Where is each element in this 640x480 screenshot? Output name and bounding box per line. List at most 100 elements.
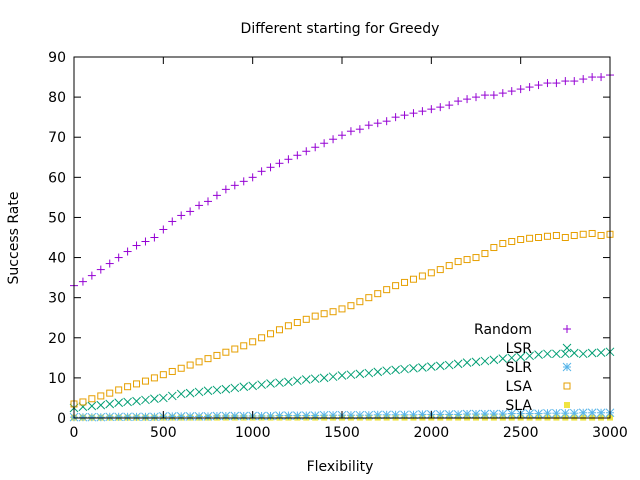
y-tick-label: 0 bbox=[57, 411, 66, 427]
legend-label-slr: SLR bbox=[506, 360, 533, 376]
data-point bbox=[176, 412, 186, 421]
data-point bbox=[185, 412, 195, 421]
data-point bbox=[267, 330, 275, 338]
data-point bbox=[409, 363, 418, 373]
data-point bbox=[230, 411, 240, 421]
data-point bbox=[150, 394, 159, 404]
data-point bbox=[311, 312, 319, 320]
data-point bbox=[124, 383, 132, 391]
data-point bbox=[106, 389, 114, 397]
data-point bbox=[570, 231, 578, 239]
data-point bbox=[445, 101, 454, 110]
data-point bbox=[292, 376, 302, 386]
data-point bbox=[569, 348, 579, 358]
data-point bbox=[526, 234, 534, 242]
data-point bbox=[355, 369, 365, 379]
data-point bbox=[507, 353, 517, 363]
data-point bbox=[141, 412, 150, 422]
data-point bbox=[105, 399, 115, 409]
data-point bbox=[346, 127, 355, 136]
data-point bbox=[498, 354, 508, 363]
data-point bbox=[133, 380, 141, 388]
data-point bbox=[490, 244, 498, 252]
data-point bbox=[409, 410, 418, 420]
data-point bbox=[310, 374, 320, 384]
data-point bbox=[453, 410, 463, 419]
data-point bbox=[409, 275, 417, 283]
data-point bbox=[212, 411, 222, 421]
data-point bbox=[338, 305, 346, 313]
data-point bbox=[534, 350, 543, 359]
data-point bbox=[444, 360, 454, 370]
data-point bbox=[97, 392, 105, 400]
data-point bbox=[435, 361, 445, 371]
data-point bbox=[159, 225, 168, 234]
data-point bbox=[186, 361, 194, 369]
data-point bbox=[212, 191, 221, 200]
data-point bbox=[301, 375, 311, 384]
data-point bbox=[302, 147, 311, 156]
data-point bbox=[194, 412, 204, 421]
data-point bbox=[284, 155, 293, 164]
data-point bbox=[356, 298, 364, 306]
x-tick-label: 3000 bbox=[592, 425, 628, 441]
data-point bbox=[543, 232, 551, 240]
data-point bbox=[365, 294, 373, 302]
data-point bbox=[543, 79, 552, 88]
data-point bbox=[543, 408, 552, 418]
data-point bbox=[96, 265, 105, 274]
data-point bbox=[158, 393, 168, 403]
legend: Random LSR SLR LSA SLA bbox=[474, 322, 572, 414]
data-point bbox=[346, 370, 356, 380]
data-point bbox=[141, 237, 150, 246]
data-point bbox=[132, 412, 141, 422]
data-point bbox=[489, 355, 499, 365]
data-point bbox=[471, 409, 481, 419]
x-tick-label: 500 bbox=[150, 425, 177, 441]
data-point bbox=[203, 386, 213, 396]
data-point bbox=[373, 367, 383, 377]
data-point bbox=[579, 75, 588, 84]
chart-title: Different starting for Greedy bbox=[241, 21, 440, 37]
data-point bbox=[204, 355, 212, 363]
data-point bbox=[195, 201, 204, 210]
data-point bbox=[364, 121, 373, 130]
data-point bbox=[534, 409, 543, 418]
data-point bbox=[230, 383, 240, 393]
data-point bbox=[141, 395, 150, 405]
data-point bbox=[275, 159, 284, 168]
y-tick-label: 90 bbox=[48, 50, 66, 66]
y-tick-label: 20 bbox=[48, 331, 66, 347]
data-point bbox=[426, 362, 436, 372]
data-point bbox=[78, 412, 88, 422]
data-point bbox=[319, 373, 329, 383]
data-point bbox=[499, 240, 507, 248]
data-point bbox=[587, 348, 597, 358]
data-point bbox=[212, 385, 222, 395]
data-point bbox=[480, 91, 489, 100]
data-point bbox=[329, 135, 338, 144]
data-point bbox=[213, 351, 221, 359]
data-point bbox=[230, 181, 239, 190]
data-point bbox=[123, 397, 132, 407]
data-point bbox=[489, 409, 499, 419]
data-point bbox=[114, 412, 124, 422]
legend-marker-sla bbox=[564, 402, 570, 408]
data-point bbox=[392, 282, 400, 290]
data-point bbox=[284, 322, 292, 330]
data-point bbox=[284, 377, 293, 387]
y-tick-label: 60 bbox=[48, 170, 66, 186]
data-point bbox=[96, 412, 106, 422]
data-point bbox=[221, 384, 231, 394]
data-point bbox=[186, 207, 195, 216]
data-point bbox=[79, 398, 87, 406]
data-point bbox=[275, 378, 284, 388]
data-point bbox=[525, 409, 534, 418]
data-point bbox=[293, 319, 301, 327]
data-point bbox=[570, 77, 579, 86]
data-point bbox=[597, 231, 605, 239]
data-point bbox=[194, 387, 204, 397]
data-point bbox=[177, 211, 186, 220]
data-point bbox=[588, 73, 597, 82]
data-point bbox=[123, 412, 132, 422]
